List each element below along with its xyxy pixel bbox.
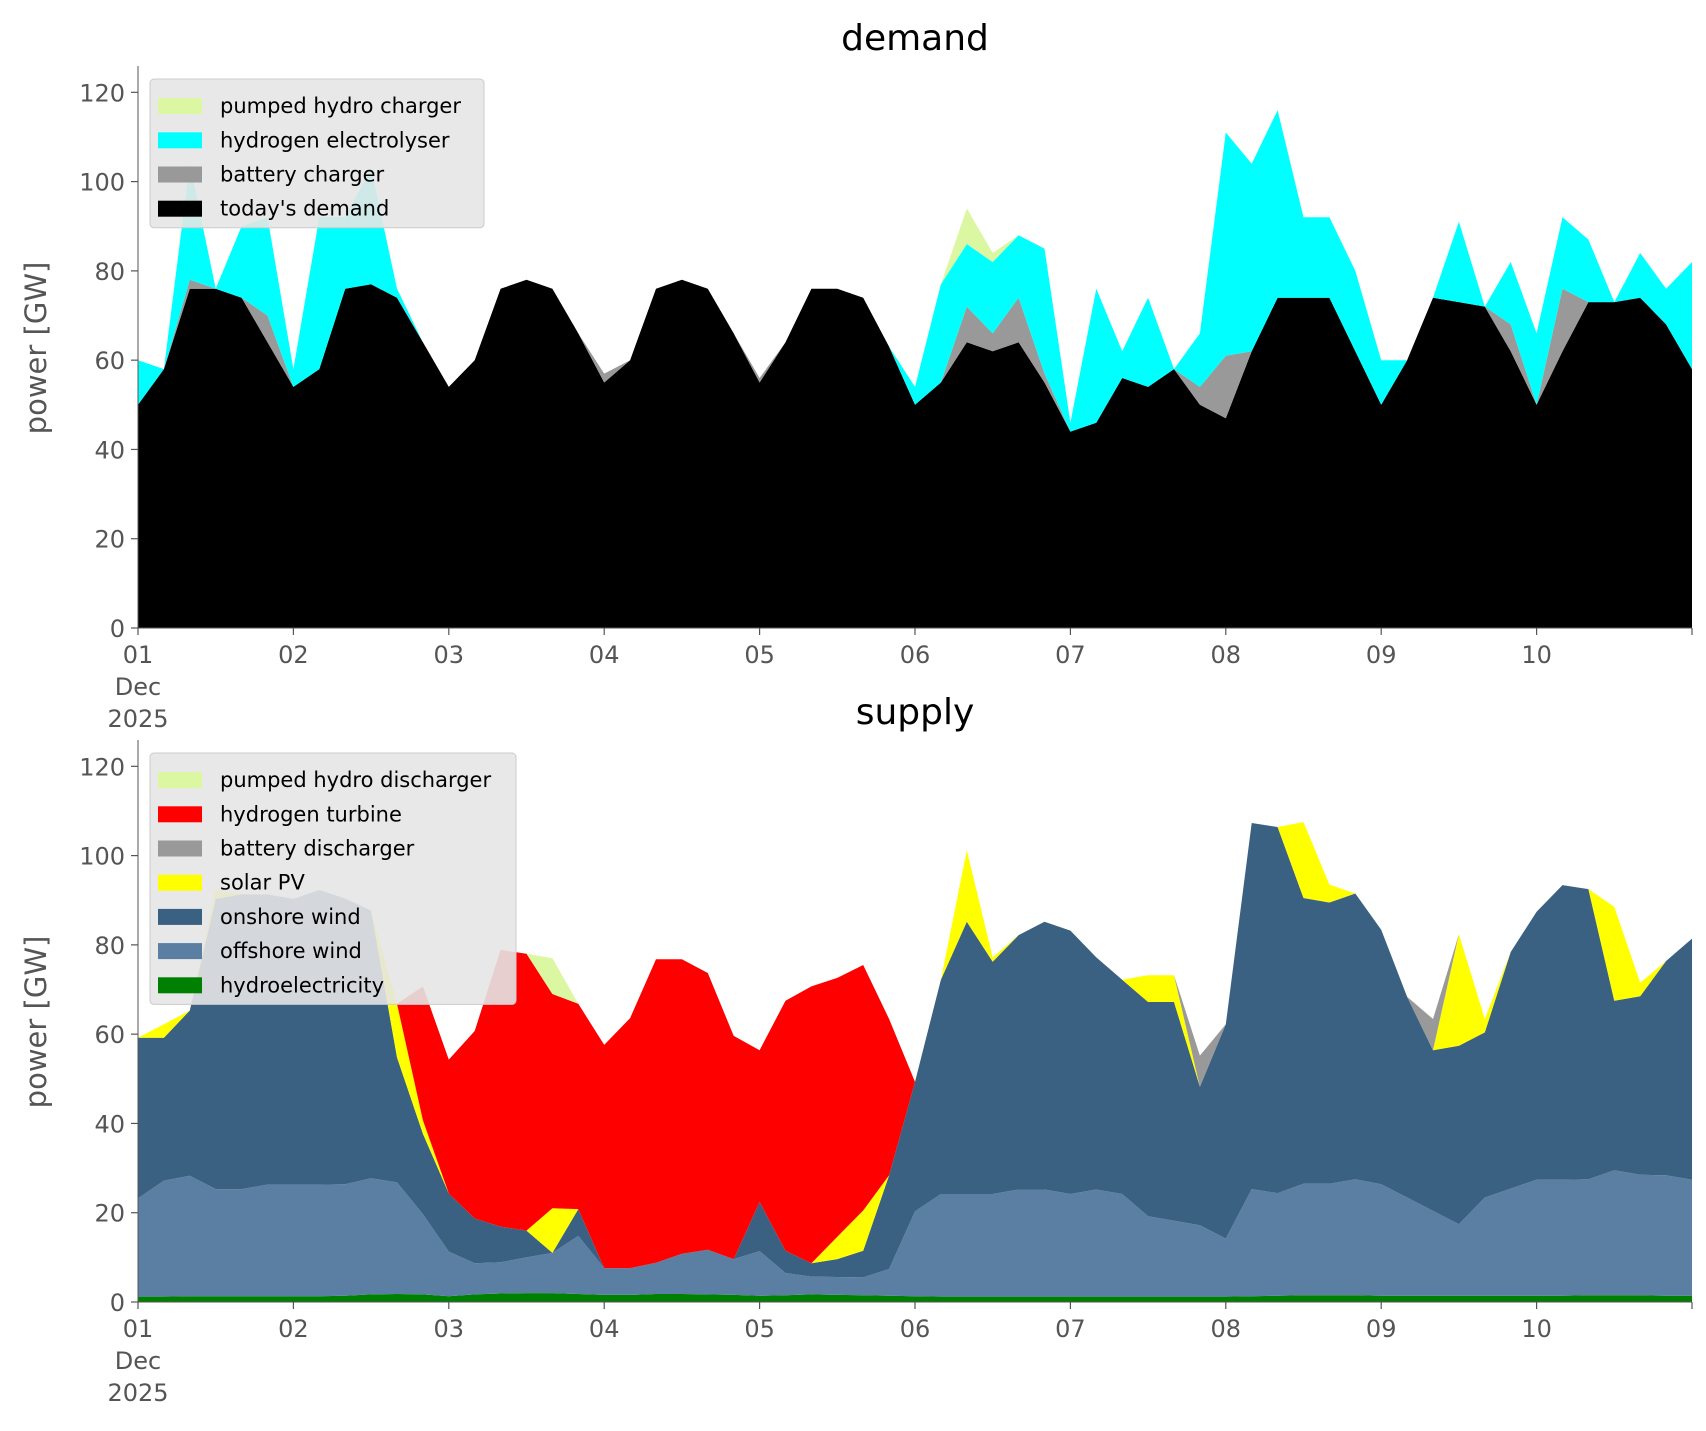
supply-x-ticks: 01 Dec 2025 02 03 04 05 06 07 08 09 10 <box>107 1302 1693 1407</box>
demand-x-tick-label: 09 <box>1366 641 1397 669</box>
demand-legend-swatch-hydrogen-electrolyser <box>158 132 202 149</box>
supply-legend-swatch-hydrogen-turbine <box>158 806 202 823</box>
supply-x-tick-label: 04 <box>589 1315 620 1343</box>
demand-x-tick-sublabel: 2025 <box>107 705 168 733</box>
supply-legend-label-hydrogen-turbine: hydrogen turbine <box>220 802 402 826</box>
demand-legend: pumped hydro charger hydrogen electrolyse… <box>149 78 485 229</box>
demand-x-ticks: 01 Dec 2025 02 03 04 05 06 07 08 09 10 <box>107 628 1693 733</box>
demand-x-tick-sublabel: Dec <box>115 673 161 701</box>
supply-y-ticks: 0 20 40 60 80 100 120 <box>79 753 138 1317</box>
demand-y-tick-label: 100 <box>79 169 125 197</box>
supply-y-tick-label: 80 <box>94 932 125 960</box>
supply-legend: pumped hydro discharger hydrogen turbine b… <box>149 752 517 1005</box>
supply-x-tick-label: 02 <box>278 1315 309 1343</box>
supply-stacked-areas <box>137 740 1692 1303</box>
demand-area-hydrogen-electrolyser <box>138 110 1692 432</box>
supply-title: supply <box>856 692 975 733</box>
demand-y-axis-label: power [GW] <box>19 262 53 435</box>
supply-legend-label-solar-pv: solar PV <box>220 871 305 895</box>
supply-x-tick-label: 06 <box>900 1315 931 1343</box>
supply-y-tick-label: 100 <box>79 843 125 871</box>
demand-y-tick-label: 20 <box>94 526 125 554</box>
demand-x-tick-label: 07 <box>1055 641 1086 669</box>
supply-legend-swatch-solar-pv <box>158 874 202 891</box>
supply-y-axis-label: power [GW] <box>19 936 53 1109</box>
demand-y-tick-label: 120 <box>79 79 125 107</box>
supply-x-tick-label: 09 <box>1366 1315 1397 1343</box>
supply-legend-label-hydroelectricity: hydroelectricity <box>220 973 384 997</box>
supply-legend-box <box>149 752 517 1005</box>
supply-legend-label-offshore-wind: offshore wind <box>220 939 362 963</box>
demand-x-tick-label: 06 <box>900 641 931 669</box>
demand-area-today-s-demand <box>138 279 1692 628</box>
supply-y-tick-label: 0 <box>110 1289 125 1317</box>
supply-x-tick-label: 05 <box>744 1315 775 1343</box>
demand-x-tick-label: 01 <box>123 641 154 669</box>
demand-legend-label-today-s-demand: today's demand <box>220 197 389 221</box>
demand-x-tick-label: 04 <box>589 641 620 669</box>
demand-legend-label-pumped-hydro-charger: pumped hydro charger <box>220 94 461 118</box>
supply-x-tick-label: 01 <box>123 1315 154 1343</box>
demand-legend-swatch-today-s-demand <box>158 200 202 217</box>
demand-x-tick-label: 02 <box>278 641 309 669</box>
demand-x-tick-label: 10 <box>1521 641 1552 669</box>
supply-legend-label-pumped-hydro-discharger: pumped hydro discharger <box>220 768 491 792</box>
supply-area-offshore-wind <box>138 1170 1692 1297</box>
demand-x-tick-label: 05 <box>744 641 775 669</box>
demand-y-tick-label: 60 <box>94 347 125 375</box>
demand-y-ticks: 0 20 40 60 80 100 120 <box>79 79 138 643</box>
demand-legend-swatch-pumped-hydro-charger <box>158 98 202 115</box>
demand-y-tick-label: 40 <box>94 436 125 464</box>
supply-y-tick-label: 60 <box>94 1021 125 1049</box>
supply-legend-swatch-pumped-hydro-discharger <box>158 772 202 789</box>
demand-legend-box <box>149 78 485 229</box>
supply-x-tick-label: 08 <box>1211 1315 1242 1343</box>
supply-legend-label-battery-discharger: battery discharger <box>220 837 415 861</box>
supply-area-hydrogen-turbine <box>138 822 1692 1269</box>
supply-area-onshore-wind <box>138 823 1692 1278</box>
supply-area-hydroelectricity <box>138 1293 1692 1302</box>
supply-y-tick-label: 120 <box>79 753 125 781</box>
supply-y-tick-label: 20 <box>94 1200 125 1228</box>
demand-x-tick-label: 08 <box>1211 641 1242 669</box>
demand-legend-swatch-battery-charger <box>158 166 202 183</box>
supply-x-tick-label: 03 <box>434 1315 465 1343</box>
supply-y-tick-label: 40 <box>94 1110 125 1138</box>
supply-x-tick-sublabel: 2025 <box>107 1379 168 1407</box>
supply-legend-swatch-battery-discharger <box>158 840 202 857</box>
supply-legend-label-onshore-wind: onshore wind <box>220 905 361 929</box>
supply-x-tick-sublabel: Dec <box>115 1347 161 1375</box>
supply-legend-swatch-hydroelectricity <box>158 977 202 994</box>
supply-legend-swatch-offshore-wind <box>158 943 202 960</box>
supply-legend-swatch-onshore-wind <box>158 908 202 925</box>
demand-y-tick-label: 80 <box>94 258 125 286</box>
demand-x-tick-label: 03 <box>434 641 465 669</box>
supply-x-tick-label: 07 <box>1055 1315 1086 1343</box>
demand-title: demand <box>841 18 989 59</box>
demand-y-tick-label: 0 <box>110 615 125 643</box>
supply-x-tick-label: 10 <box>1521 1315 1552 1343</box>
demand-legend-label-battery-charger: battery charger <box>220 163 385 187</box>
demand-legend-label-hydrogen-electrolyser: hydrogen electrolyser <box>220 128 450 152</box>
